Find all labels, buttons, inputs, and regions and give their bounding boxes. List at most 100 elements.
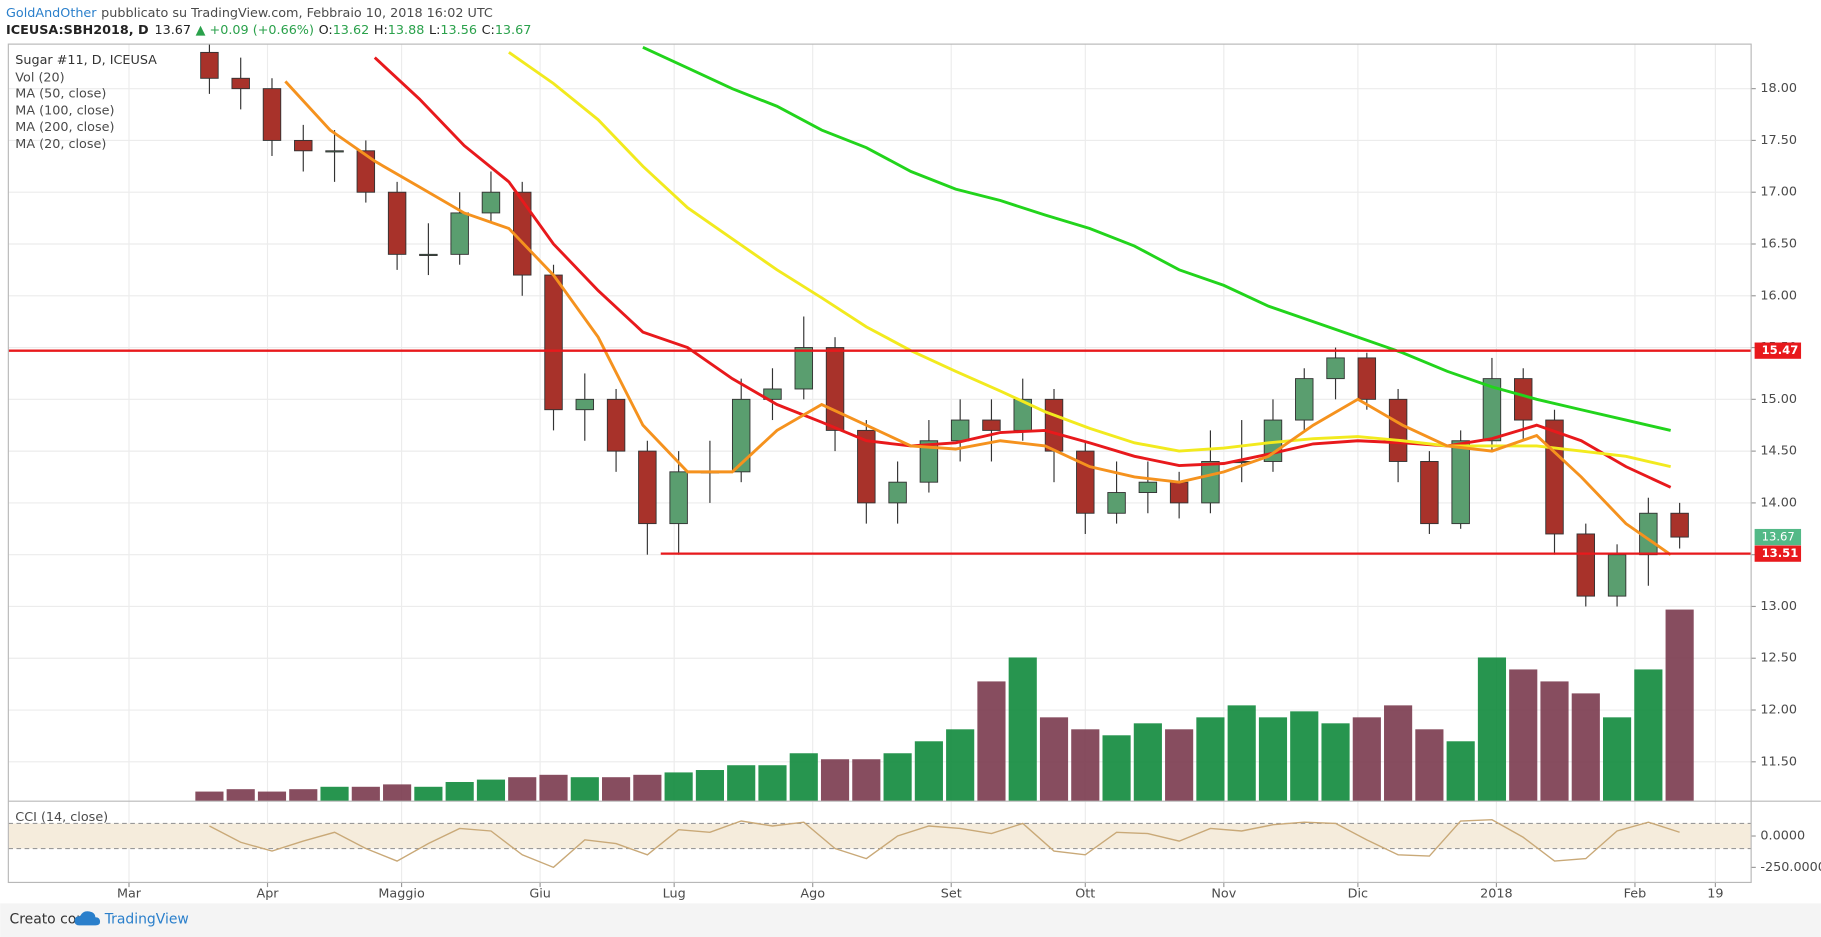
level-tag [1754,342,1802,359]
published: pubblicato su TradingView.com, Febbraio … [101,5,493,20]
candle-body [450,212,469,255]
candle-body [1576,533,1596,597]
y-tick-label: 16.50 [1760,236,1797,251]
volume-bar [1102,735,1131,802]
volume-bar [1415,729,1444,802]
axes: 11.5012.0012.5013.0013.5014.0014.5015.00… [117,81,1821,901]
y-tick-label: 18.00 [1760,81,1797,96]
volume-bar [1227,705,1256,802]
volume-bar [789,753,818,802]
last-price-tag [1754,528,1802,546]
volume-bar [226,789,255,802]
x-tick-label: Lug [663,887,686,902]
y-tick-label: 14.00 [1760,495,1797,510]
footer-text: Creato con [9,912,85,928]
legend: Sugar #11, D, ICEUSA Vol (20) MA (50, cl… [15,53,157,152]
footer-bg [0,903,1821,937]
ohlc-value: 13.62 [333,23,370,38]
volume-bar [1477,657,1507,802]
last: 13.67 [154,23,191,38]
volume-bar [914,741,943,802]
price-pane [8,44,1752,802]
volume-bar [289,789,318,802]
candle-body [356,150,376,193]
volume-bar [946,729,975,802]
volume-bar [820,759,850,802]
change: ▲ +0.09 (+0.66%) [196,23,314,38]
volume-bar [445,781,474,802]
candle-body [888,481,907,504]
volume-bar [758,765,787,802]
volume-bar [883,753,912,802]
x-tick-label: Set [941,887,962,902]
candle-body [419,253,438,256]
candle-body [794,347,813,390]
cci-label: CCI (14, close) [15,810,108,825]
brand-logo[interactable] [74,911,101,926]
x-tick-label: Apr [256,887,279,902]
candle-body [1607,554,1627,597]
candle-body [231,77,250,90]
candle-body [1169,481,1189,504]
volume-bar [257,791,287,802]
volume-bar [1039,717,1069,802]
volume-bar [351,786,380,802]
symbol: ICEUSA:SBH2018, D [6,23,149,38]
volume-bar [1571,693,1600,802]
candle-body [575,398,595,411]
volume-bar [383,784,412,802]
legend-entry: MA (100, close) [15,103,114,118]
author[interactable]: GoldAndOther [6,5,97,20]
volume-bar [695,770,724,802]
candle-body [200,51,219,79]
candle-body [1670,512,1689,538]
candle-body [1514,378,1533,421]
x-tick-label: Dic [1348,887,1368,902]
x-tick-label: Feb [1624,887,1647,902]
candle-body [1044,398,1064,452]
volume-label: Vol (20) [15,70,64,85]
volume-bar [1665,609,1694,802]
x-tick-label: Maggio [378,887,425,902]
volume-bar [852,759,881,802]
y-tick-label: 16.00 [1760,288,1797,303]
ohlc-label: O: [319,23,333,38]
volume-bar [1165,729,1194,802]
volume-bar [320,786,349,802]
candle-body [1545,419,1564,535]
y-tick-label: 13.00 [1760,599,1797,614]
ohlc-label: C: [482,23,495,38]
candle-body [387,191,407,255]
candle-body [262,88,282,141]
x-tick-label: Mar [117,887,142,902]
volume-bar [414,786,443,802]
candle-body [606,398,626,452]
volume-bar [476,779,506,802]
candle-body [325,150,344,153]
volume-bar [1071,729,1100,802]
candle-body [1295,378,1314,421]
cci-band [8,823,1752,849]
candle-body [1388,398,1408,462]
legend-entry: MA (20, close) [15,137,106,152]
brand[interactable]: TradingView [104,912,189,928]
cci-tick-label: -250.0000 [1760,860,1821,875]
volume-bar [1509,669,1538,802]
volume-bar [1008,657,1037,802]
candle-body [294,139,313,152]
ohlc-value: 13.88 [388,23,425,38]
legend-entry: MA (200, close) [15,120,114,135]
y-tick-label: 12.00 [1760,703,1797,718]
volume-bar [602,777,631,802]
ohlc-value: 13.67 [495,23,532,38]
ohlc-label: L: [429,23,440,38]
volume-bar [1602,717,1632,802]
candle-body [825,347,845,431]
candle-body [1326,357,1345,380]
ohlc-label: H: [374,23,388,38]
ma-line [642,45,1671,432]
symbol-line: ICEUSA:SBH2018, D 13.67 ▲ +0.09 (+0.66%) O:… [6,23,531,38]
level-label: 13.51 [1762,546,1799,560]
